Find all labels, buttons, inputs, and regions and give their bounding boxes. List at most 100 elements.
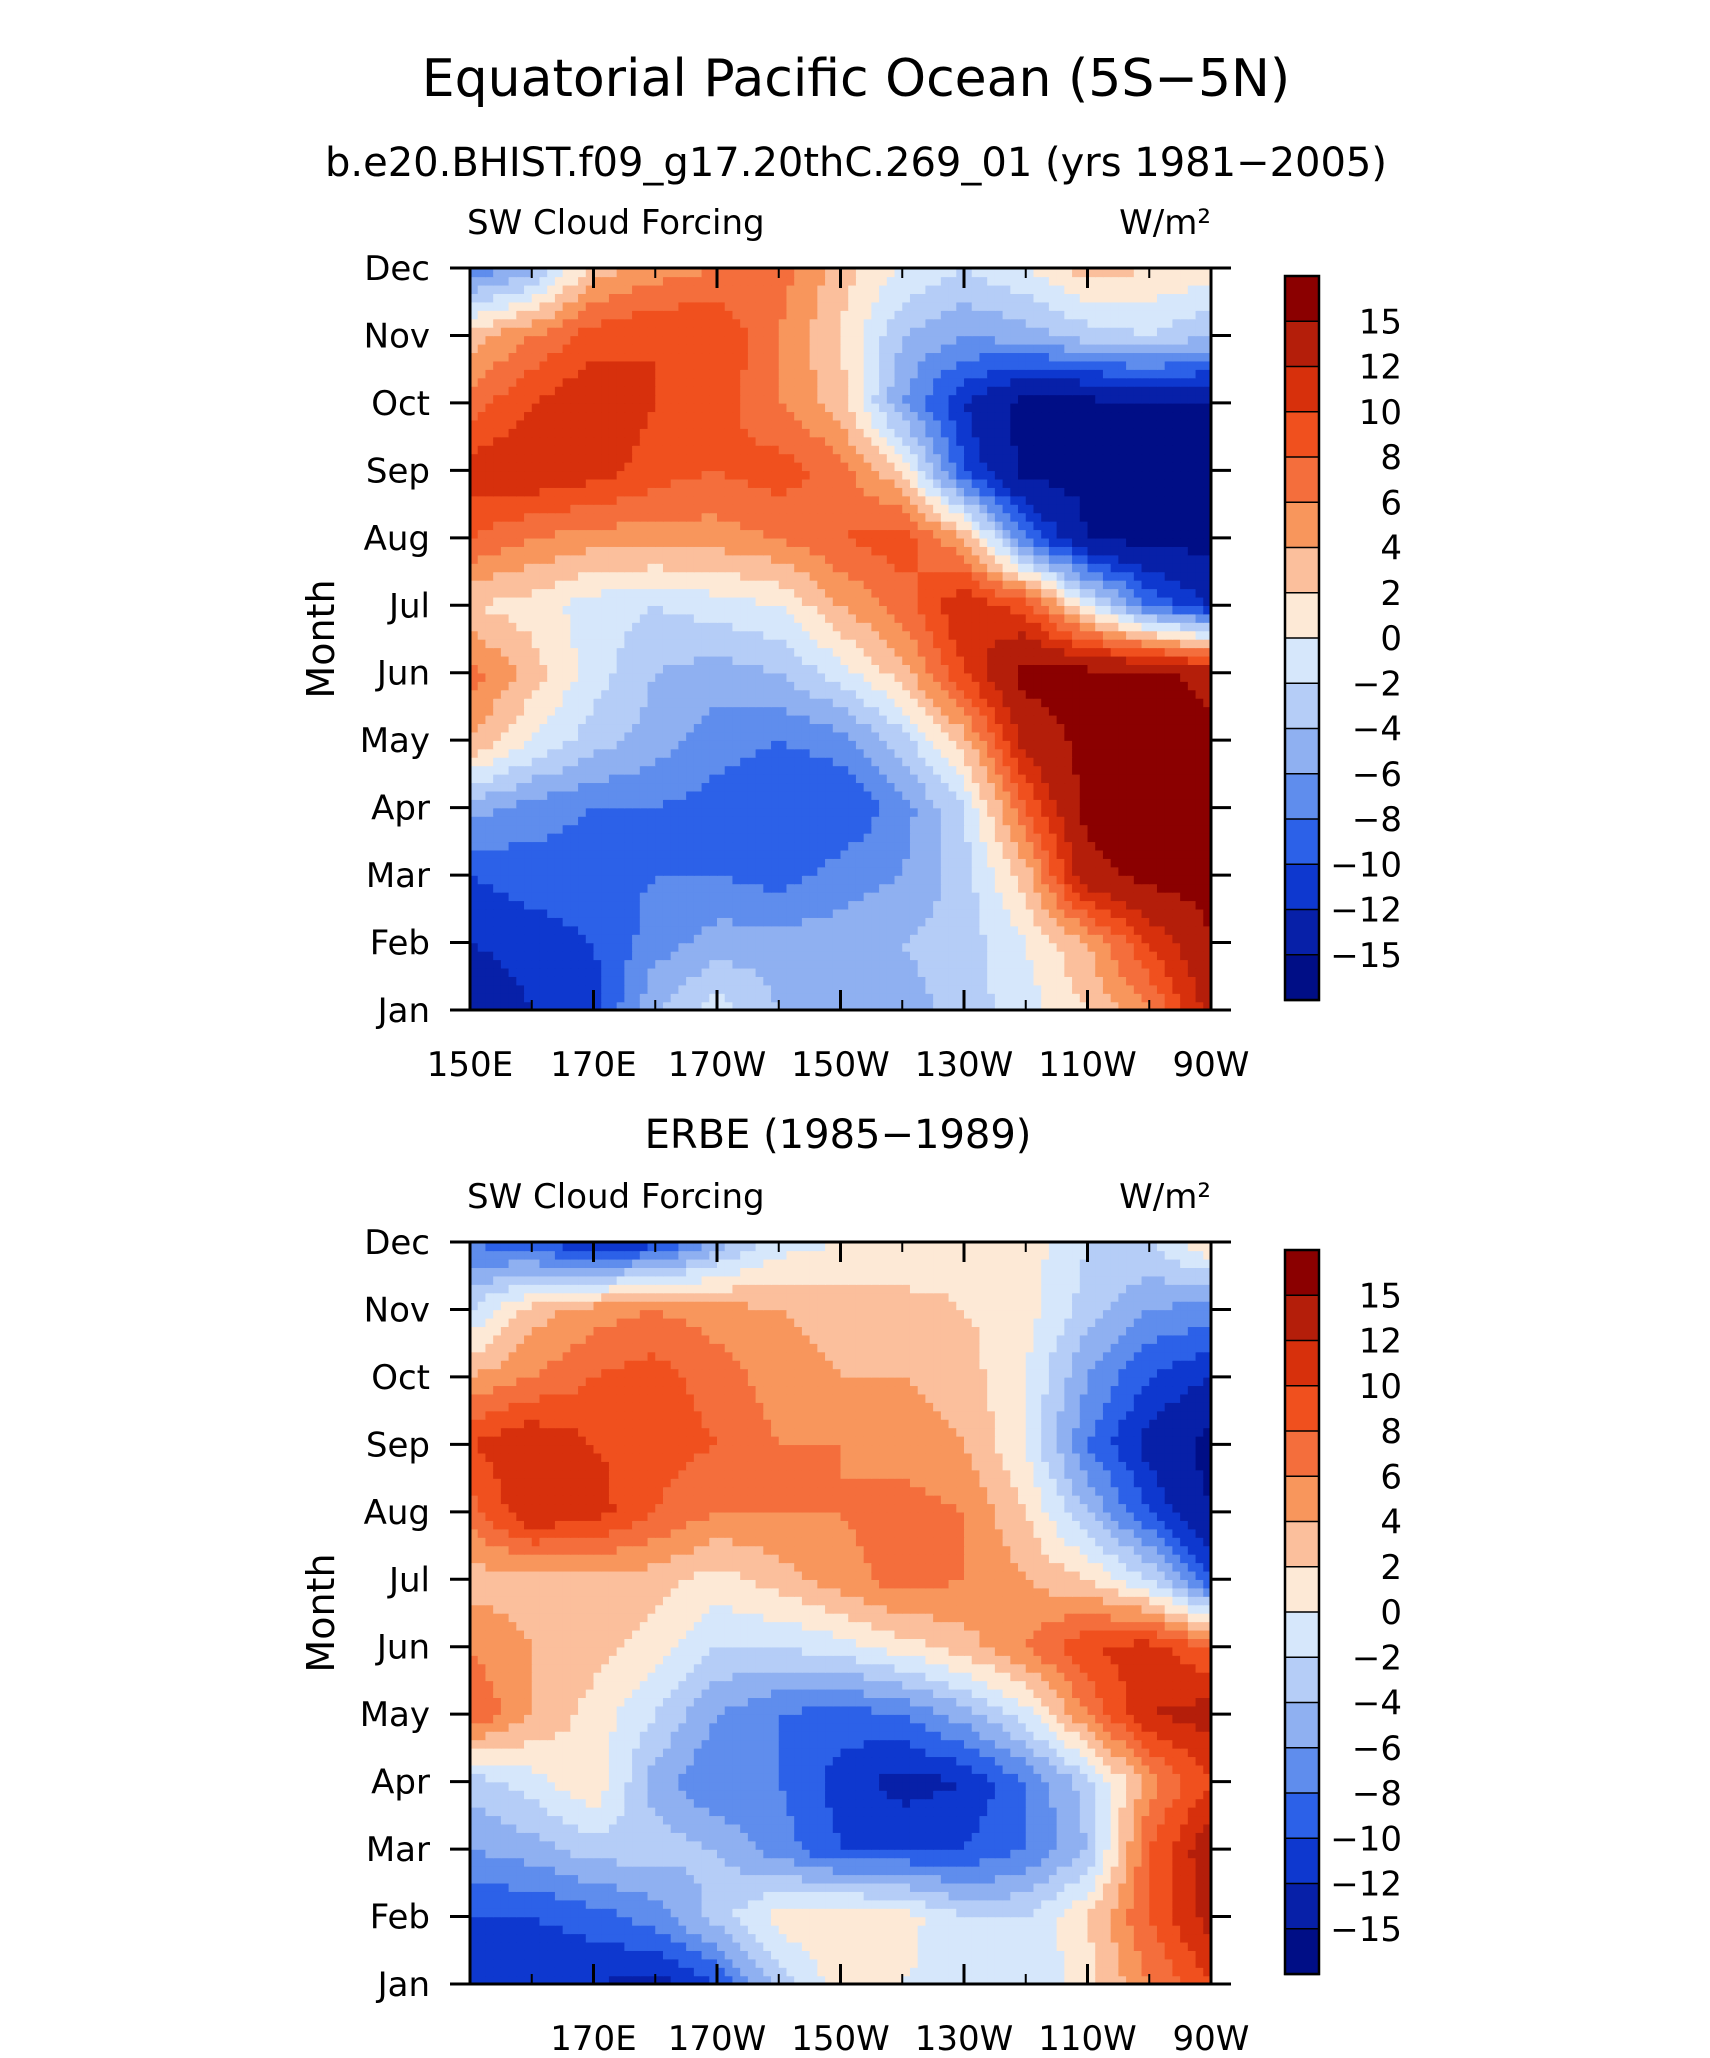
heatmap-cell — [879, 757, 888, 767]
heatmap-cell — [1056, 698, 1066, 708]
heatmap-cell — [871, 942, 880, 952]
heatmap-cell — [693, 959, 703, 969]
heatmap-cell — [987, 908, 996, 918]
heatmap-cell — [1187, 647, 1197, 657]
heatmap-cell — [608, 993, 618, 1003]
heatmap-cell — [547, 790, 556, 800]
heatmap-cell — [747, 647, 757, 657]
heatmap-cell — [1180, 647, 1189, 657]
heatmap-cell — [840, 883, 849, 893]
heatmap-cell — [1180, 706, 1189, 716]
heatmap-cell — [601, 849, 610, 859]
heatmap-cell — [987, 782, 996, 792]
heatmap-cell — [1141, 706, 1150, 716]
heatmap-cell — [886, 655, 896, 665]
heatmap-cell — [1048, 596, 1058, 606]
heatmap-cell — [1102, 891, 1112, 902]
heatmap-cell — [1149, 647, 1158, 657]
heatmap-cell — [701, 799, 710, 809]
heatmap-cell — [516, 639, 525, 649]
heatmap-cell — [554, 664, 564, 674]
heatmap-cell — [778, 706, 788, 716]
heatmap-cell — [817, 891, 826, 902]
heatmap-cell — [1110, 630, 1120, 640]
heatmap-cell — [593, 875, 602, 885]
heatmap-cell — [1048, 799, 1058, 809]
heatmap-cell — [1156, 799, 1166, 809]
heatmap-cell — [1064, 571, 1073, 581]
heatmap-cell — [917, 959, 927, 969]
heatmap-cell — [917, 714, 927, 725]
heatmap-cell — [1025, 849, 1035, 859]
heatmap-cell — [979, 832, 988, 843]
heatmap-cell — [964, 588, 973, 598]
heatmap-cell — [686, 782, 695, 792]
heatmap-cell — [909, 993, 919, 1003]
heatmap-cell — [948, 858, 957, 868]
heatmap-cell — [956, 714, 965, 725]
heatmap-cell — [601, 748, 610, 758]
heatmap-cell — [1010, 891, 1019, 902]
heatmap-cell — [608, 984, 618, 994]
heatmap-cell — [740, 639, 749, 649]
heatmap-cell — [894, 1001, 903, 1010]
heatmap-cell — [485, 807, 494, 817]
heatmap-cell — [1118, 959, 1127, 969]
heatmap-cell — [817, 655, 826, 665]
heatmap-cell — [848, 891, 857, 902]
heatmap-cell — [693, 613, 703, 623]
heatmap-cell — [531, 942, 541, 952]
heatmap-cell — [771, 706, 780, 716]
heatmap-cell — [1079, 900, 1089, 910]
heatmap-cell — [1102, 765, 1112, 775]
heatmap-cell — [771, 664, 780, 674]
heatmap-cell — [647, 984, 656, 994]
heatmap-cell — [832, 790, 842, 800]
heatmap-cell — [1095, 613, 1104, 623]
heatmap-cell — [1002, 790, 1012, 800]
heatmap-cell — [1195, 681, 1204, 691]
heatmap-cell — [987, 816, 996, 826]
heatmap-cell — [740, 706, 749, 716]
heatmap-cell — [539, 630, 548, 640]
heatmap-cell — [925, 588, 934, 598]
heatmap-cell — [801, 917, 811, 927]
heatmap-cell — [539, 824, 548, 834]
heatmap-cell — [516, 630, 525, 640]
heatmap-cell — [1126, 613, 1135, 623]
heatmap-cell — [516, 816, 525, 826]
heatmap-cell — [933, 976, 942, 986]
heatmap-cell — [616, 866, 626, 876]
panel-model-title: b.e20.BHIST.f09_g17.20thC.269_01 (yrs 19… — [325, 140, 1387, 186]
heatmap-cell — [786, 588, 795, 598]
heatmap-cell — [678, 976, 687, 986]
heatmap-cell — [1102, 571, 1112, 581]
heatmap-cell — [786, 959, 795, 969]
heatmap-cell — [1141, 959, 1150, 969]
heatmap-cell — [979, 807, 988, 817]
heatmap-cell — [1048, 1001, 1058, 1010]
heatmap-cell — [763, 672, 772, 682]
heatmap-cell — [632, 714, 641, 725]
heatmap-cell — [1018, 605, 1027, 615]
heatmap-cell — [1149, 689, 1158, 699]
heatmap-cell — [956, 908, 965, 918]
heatmap-cell — [1002, 866, 1012, 876]
heatmap-cell — [940, 605, 950, 615]
heatmap-cell — [786, 664, 795, 674]
heatmap-cell — [608, 807, 618, 817]
heatmap-cell — [1172, 765, 1181, 775]
heatmap-cell — [786, 984, 795, 994]
heatmap-cell — [801, 731, 811, 741]
heatmap-cell — [662, 647, 672, 657]
heatmap-cell — [1056, 925, 1066, 935]
heatmap-cell — [979, 647, 988, 657]
heatmap-cell — [1010, 858, 1019, 868]
heatmap-cell — [855, 773, 865, 784]
heatmap-cell — [593, 689, 602, 699]
heatmap-cell — [1079, 596, 1089, 606]
heatmap-cell — [493, 706, 502, 716]
heatmap-cell — [693, 605, 703, 615]
heatmap-cell — [578, 942, 587, 952]
heatmap-cell — [1203, 588, 1211, 598]
